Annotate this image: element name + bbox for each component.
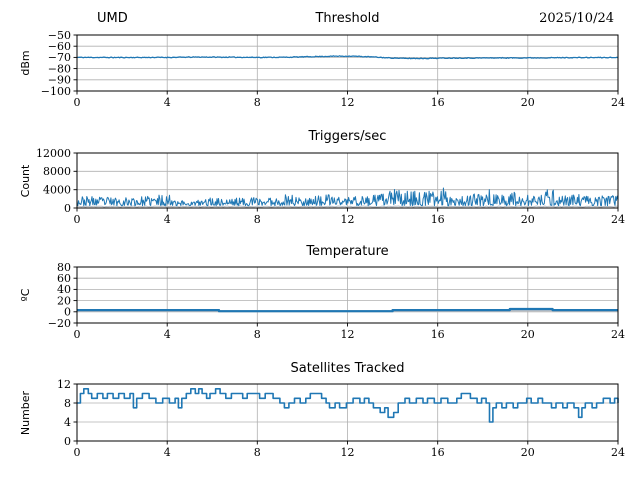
x-tick-label: 24 <box>611 96 625 109</box>
x-tick-label: 24 <box>611 328 625 341</box>
x-tick-label: 12 <box>341 446 355 459</box>
date-label: 2025/10/24 <box>539 11 614 26</box>
x-tick-label: 8 <box>254 328 261 341</box>
y-tick-label: 20 <box>57 294 71 307</box>
x-tick-label: 16 <box>431 446 445 459</box>
chart-title-satellites: Satellites Tracked <box>290 361 405 376</box>
y-tick-label: 12 <box>57 378 71 391</box>
y-tick-label: 80 <box>57 261 71 274</box>
x-tick-label: 0 <box>74 96 81 109</box>
temperature-celsius-line <box>77 307 618 313</box>
x-tick-label: 0 <box>74 446 81 459</box>
y-axis-label-count: Count <box>19 164 32 198</box>
x-tick-label: 20 <box>521 213 535 226</box>
x-tick-label: 4 <box>164 96 171 109</box>
y-tick-label: −100 <box>41 85 71 98</box>
y-tick-label: −80 <box>48 62 71 75</box>
x-tick-label: 4 <box>164 446 171 459</box>
x-tick-label: 8 <box>254 446 261 459</box>
x-tick-label: 12 <box>341 213 355 226</box>
y-tick-label: 60 <box>57 272 71 285</box>
y-tick-label: −70 <box>48 51 71 64</box>
chart-title-threshold: Threshold <box>315 11 380 26</box>
triggers-count-band <box>76 187 619 207</box>
threshold-dbm-line <box>77 55 619 60</box>
y-tick-label: 0 <box>64 202 71 215</box>
y-tick-label: −20 <box>48 317 71 330</box>
x-tick-label: 20 <box>521 446 535 459</box>
x-tick-label: 16 <box>431 96 445 109</box>
x-tick-label: 4 <box>164 328 171 341</box>
x-tick-label: 16 <box>431 213 445 226</box>
y-axis-label-dbm: dBm <box>19 50 32 76</box>
station-label: UMD <box>97 11 128 26</box>
x-tick-label: 12 <box>341 96 355 109</box>
x-tick-label: 24 <box>611 446 625 459</box>
y-tick-label: −50 <box>48 29 71 42</box>
y-tick-label: 40 <box>57 283 71 296</box>
x-tick-label: 0 <box>74 213 81 226</box>
y-tick-label: 4 <box>64 416 71 429</box>
x-tick-label: 12 <box>341 328 355 341</box>
chart-title-temperature: Temperature <box>306 244 389 259</box>
x-tick-label: 0 <box>74 328 81 341</box>
x-tick-label: 20 <box>521 96 535 109</box>
satellites-tracked-line <box>77 388 619 423</box>
x-tick-label: 4 <box>164 213 171 226</box>
triggers-baseline-line <box>76 205 619 208</box>
y-tick-label: −90 <box>48 74 71 87</box>
y-tick-label: 12000 <box>36 147 71 160</box>
x-tick-label: 8 <box>254 96 261 109</box>
y-tick-label: 8000 <box>43 165 71 178</box>
y-tick-label: −60 <box>48 40 71 53</box>
x-tick-label: 20 <box>521 328 535 341</box>
y-tick-label: 8 <box>64 397 71 410</box>
x-tick-label: 24 <box>611 213 625 226</box>
y-axis-label-number: Number <box>19 390 32 436</box>
x-tick-label: 16 <box>431 328 445 341</box>
y-tick-label: 4000 <box>43 184 71 197</box>
chart-title-triggers: Triggers/sec <box>308 129 387 144</box>
y-tick-label: 0 <box>64 435 71 448</box>
y-axis-label-celsius: ºC <box>19 288 32 302</box>
x-tick-label: 8 <box>254 213 261 226</box>
y-tick-label: 0 <box>64 306 71 319</box>
